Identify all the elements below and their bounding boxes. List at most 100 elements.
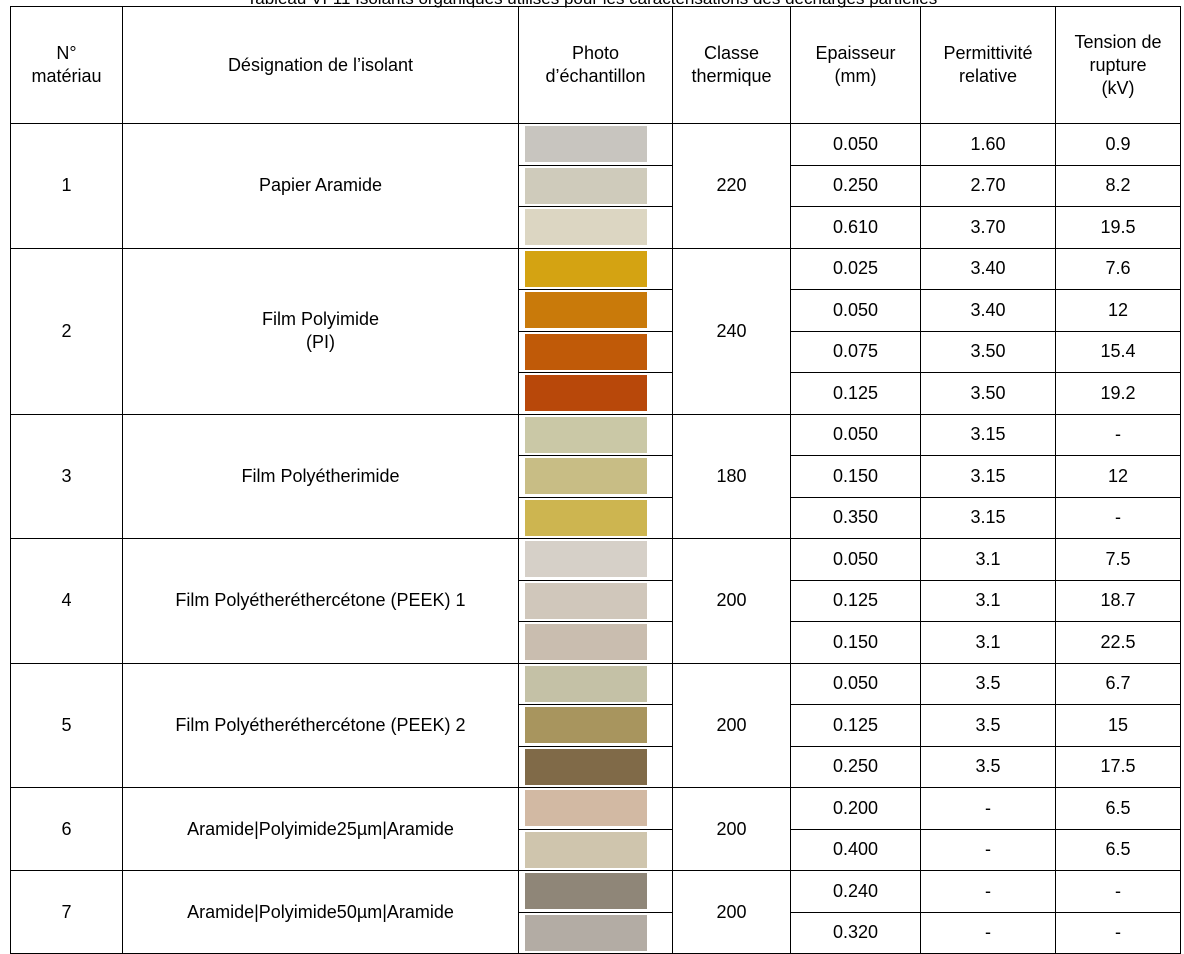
thickness: 0.400 bbox=[790, 828, 921, 871]
breakdown-voltage: 19.5 bbox=[1055, 206, 1181, 249]
breakdown-voltage: 8.2 bbox=[1055, 164, 1181, 207]
breakdown-voltage: - bbox=[1055, 911, 1181, 954]
thickness: 0.025 bbox=[790, 247, 921, 290]
breakdown-voltage: 22.5 bbox=[1055, 621, 1181, 664]
material-id: 7 bbox=[10, 870, 123, 954]
data-row: 4 Film Polyétheréthercétone (PEEK) 1 200 0.… bbox=[10, 538, 1181, 664]
breakdown-voltage: 12 bbox=[1055, 289, 1181, 332]
sample-photo bbox=[525, 831, 647, 868]
thermal-class: 180 bbox=[672, 413, 791, 539]
breakdown-voltage: 19.2 bbox=[1055, 372, 1181, 415]
material-name: Film Polyétheréthercétone (PEEK) 2 bbox=[122, 662, 519, 788]
material-id: 2 bbox=[10, 247, 123, 415]
material-name: Film Polyétheréthercétone (PEEK) 1 bbox=[122, 538, 519, 664]
photo-cell bbox=[518, 579, 673, 622]
sample-photo bbox=[525, 167, 647, 204]
permittivity: 3.5 bbox=[920, 745, 1056, 788]
material-name: Aramide|Polyimide50µm|Aramide bbox=[122, 870, 519, 954]
sample-photo bbox=[525, 624, 647, 661]
photo-cell bbox=[518, 621, 673, 664]
sample-photo bbox=[525, 873, 647, 910]
sample-photo bbox=[525, 209, 647, 246]
thickness: 0.240 bbox=[790, 870, 921, 913]
permittivity: 3.5 bbox=[920, 662, 1056, 705]
thickness: 0.125 bbox=[790, 579, 921, 622]
sample-photo bbox=[525, 292, 647, 329]
material-id: 5 bbox=[10, 662, 123, 788]
breakdown-voltage: 7.5 bbox=[1055, 538, 1181, 581]
thermal-class: 220 bbox=[672, 123, 791, 249]
thickness: 0.050 bbox=[790, 662, 921, 705]
thickness: 0.050 bbox=[790, 289, 921, 332]
photo-cell bbox=[518, 372, 673, 415]
sample-photo bbox=[525, 416, 647, 453]
table-body: 1 Papier Aramide 220 0.050 1.60 0.9 0.250 2.70 8… bbox=[10, 123, 1181, 954]
thickness: 0.200 bbox=[790, 787, 921, 830]
data-row: 0.125 3.5 15 bbox=[11, 704, 1181, 747]
breakdown-voltage: 6.7 bbox=[1055, 662, 1181, 705]
data-row: 0.400-6.5 bbox=[11, 828, 1181, 871]
thickness: 0.125 bbox=[790, 704, 921, 747]
photo-cell bbox=[518, 330, 673, 373]
sample-photo bbox=[525, 250, 647, 287]
sample-photo bbox=[525, 914, 647, 951]
data-row: 0.320- - bbox=[11, 911, 1181, 954]
breakdown-voltage: - bbox=[1055, 413, 1181, 456]
sample-photo bbox=[525, 541, 647, 578]
data-row: 3 Film Polyétherimide 180 0.050 3.15- bbox=[10, 413, 1181, 539]
data-row: 0.250 2.70 8.2 bbox=[11, 164, 1181, 207]
breakdown-voltage: 0.9 bbox=[1055, 123, 1181, 166]
data-row: 0.125 3.1 18.7 bbox=[11, 579, 1181, 622]
thickness: 0.050 bbox=[790, 413, 921, 456]
permittivity: 3.15 bbox=[920, 455, 1056, 498]
data-row: 0.125 3.50 19.2 bbox=[11, 372, 1181, 415]
sample-photo bbox=[525, 499, 647, 536]
data-row: 2 Film Polyimide (PI) 240 0.025 3.40 7.6 bbox=[10, 247, 1181, 415]
data-row: 0.075 3.50 15.4 bbox=[11, 330, 1181, 373]
photo-cell bbox=[518, 164, 673, 207]
data-row: 0.350 3.15- bbox=[11, 496, 1181, 539]
thickness: 0.250 bbox=[790, 164, 921, 207]
material-name: Film Polyétherimide bbox=[122, 413, 519, 539]
thickness: 0.320 bbox=[790, 911, 921, 954]
permittivity: 3.5 bbox=[920, 704, 1056, 747]
material-id: 1 bbox=[10, 123, 123, 249]
breakdown-voltage: 17.5 bbox=[1055, 745, 1181, 788]
photo-cell bbox=[518, 247, 673, 290]
data-row: 0.150 3.15 12 bbox=[11, 455, 1181, 498]
photo-cell bbox=[518, 289, 673, 332]
permittivity: 3.50 bbox=[920, 330, 1056, 373]
header-cell: Désignation de l’isolant bbox=[122, 6, 519, 124]
sample-photo bbox=[525, 582, 647, 619]
data-row: 7 Aramide|Polyimide50µm|Aramide 200 0.240- - bbox=[10, 870, 1181, 954]
header-cell: Photo d’échantillon bbox=[518, 6, 673, 124]
caption: Tableau VI-11 Isolants organiques utilis… bbox=[0, 0, 1184, 9]
thickness: 0.150 bbox=[790, 455, 921, 498]
header-cell: Epaisseur (mm) bbox=[790, 6, 921, 124]
permittivity: 3.1 bbox=[920, 621, 1056, 664]
header-cell: Permittivité relative bbox=[920, 6, 1056, 124]
permittivity: 3.50 bbox=[920, 372, 1056, 415]
thickness: 0.350 bbox=[790, 496, 921, 539]
photo-cell bbox=[518, 911, 673, 954]
permittivity: 3.1 bbox=[920, 579, 1056, 622]
permittivity: 2.70 bbox=[920, 164, 1056, 207]
photo-cell bbox=[518, 413, 673, 456]
photo-cell bbox=[518, 662, 673, 705]
breakdown-voltage: 12 bbox=[1055, 455, 1181, 498]
photo-cell bbox=[518, 745, 673, 788]
material-id: 4 bbox=[10, 538, 123, 664]
permittivity: - bbox=[920, 911, 1056, 954]
data-row: 6 Aramide|Polyimide25µm|Aramide 200 0.200-6… bbox=[10, 787, 1181, 871]
breakdown-voltage: 15.4 bbox=[1055, 330, 1181, 373]
permittivity: - bbox=[920, 787, 1056, 830]
breakdown-voltage: 15 bbox=[1055, 704, 1181, 747]
thermal-class: 200 bbox=[672, 870, 791, 954]
thermal-class: 240 bbox=[672, 247, 791, 415]
materials-table: N° matériau Désignation de l’isolant Photo… bbox=[10, 6, 1181, 954]
thickness: 0.075 bbox=[790, 330, 921, 373]
permittivity: 3.15 bbox=[920, 413, 1056, 456]
photo-cell bbox=[518, 828, 673, 871]
data-row: 5 Film Polyétheréthercétone (PEEK) 2 200 0.… bbox=[10, 662, 1181, 788]
